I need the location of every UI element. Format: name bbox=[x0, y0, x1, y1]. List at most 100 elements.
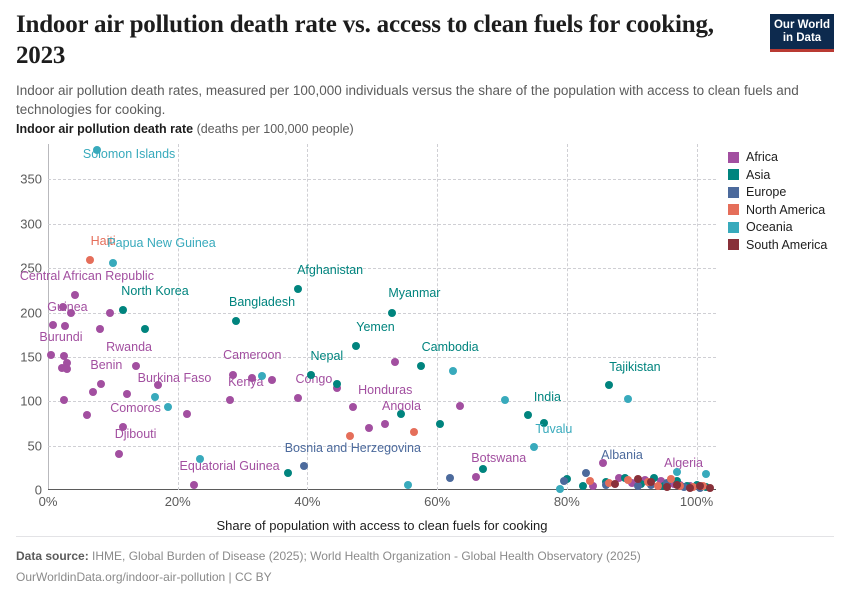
data-point[interactable] bbox=[530, 443, 539, 452]
data-point[interactable] bbox=[604, 478, 613, 487]
data-point[interactable] bbox=[95, 324, 104, 333]
data-point[interactable] bbox=[105, 308, 114, 317]
data-point[interactable] bbox=[663, 483, 672, 492]
data-point[interactable] bbox=[705, 484, 714, 493]
data-point[interactable] bbox=[588, 481, 597, 490]
data-point[interactable] bbox=[332, 383, 341, 392]
data-point[interactable] bbox=[118, 305, 127, 314]
data-point[interactable] bbox=[62, 359, 71, 368]
data-point[interactable] bbox=[141, 325, 150, 334]
data-point[interactable] bbox=[332, 379, 341, 388]
scatter-plot-canvas[interactable]: 0 50 100 150 200 250 300 350 0% 20% 40% 60% 80% 100% C… bbox=[20, 144, 716, 509]
data-point[interactable] bbox=[71, 290, 80, 299]
data-point[interactable] bbox=[653, 481, 662, 490]
data-point[interactable] bbox=[293, 284, 302, 293]
data-point[interactable] bbox=[348, 403, 357, 412]
data-point[interactable] bbox=[189, 480, 198, 489]
data-point[interactable] bbox=[579, 482, 588, 491]
data-point[interactable] bbox=[345, 431, 354, 440]
data-point[interactable] bbox=[585, 477, 594, 486]
legend-item[interactable]: Oceania bbox=[728, 220, 827, 234]
data-point[interactable] bbox=[624, 394, 633, 403]
data-point[interactable] bbox=[582, 469, 591, 478]
data-point[interactable] bbox=[656, 477, 665, 486]
data-point[interactable] bbox=[381, 420, 390, 429]
data-point[interactable] bbox=[673, 480, 682, 489]
data-point[interactable] bbox=[611, 479, 620, 488]
legend-item[interactable]: Africa bbox=[728, 150, 827, 164]
data-point[interactable] bbox=[97, 379, 106, 388]
data-point[interactable] bbox=[66, 308, 75, 317]
data-point[interactable] bbox=[673, 468, 682, 477]
data-point[interactable] bbox=[131, 361, 140, 370]
data-point[interactable] bbox=[46, 351, 55, 360]
data-point[interactable] bbox=[598, 459, 607, 468]
legend-item[interactable]: Asia bbox=[728, 168, 827, 182]
data-point[interactable] bbox=[267, 375, 276, 384]
data-point[interactable] bbox=[663, 478, 672, 487]
data-point[interactable] bbox=[540, 419, 549, 428]
data-point[interactable] bbox=[390, 358, 399, 367]
data-point[interactable] bbox=[403, 480, 412, 489]
data-point[interactable] bbox=[449, 367, 458, 376]
data-point[interactable] bbox=[225, 396, 234, 405]
data-point[interactable] bbox=[258, 371, 267, 380]
data-point[interactable] bbox=[60, 321, 69, 330]
data-point[interactable] bbox=[634, 482, 643, 491]
data-point[interactable] bbox=[163, 402, 172, 411]
data-point[interactable] bbox=[300, 462, 309, 471]
data-point[interactable] bbox=[248, 374, 257, 383]
data-point[interactable] bbox=[59, 352, 68, 361]
data-point[interactable] bbox=[614, 474, 623, 483]
data-point[interactable] bbox=[647, 478, 656, 486]
data-point[interactable] bbox=[627, 478, 636, 487]
data-point[interactable] bbox=[57, 363, 66, 372]
data-point[interactable] bbox=[48, 320, 57, 329]
footer-license[interactable]: OurWorldinData.org/indoor-air-pollution … bbox=[16, 570, 272, 584]
data-point[interactable] bbox=[695, 481, 704, 490]
legend-item[interactable]: North America bbox=[728, 203, 827, 217]
data-point[interactable] bbox=[154, 381, 163, 390]
legend-item[interactable]: South America bbox=[728, 238, 827, 252]
data-point[interactable] bbox=[92, 146, 101, 155]
data-point[interactable] bbox=[283, 469, 292, 478]
data-point[interactable] bbox=[650, 473, 659, 482]
data-point[interactable] bbox=[196, 454, 205, 463]
legend-item[interactable]: Europe bbox=[728, 185, 827, 199]
data-point[interactable] bbox=[115, 449, 124, 458]
data-point[interactable] bbox=[63, 365, 72, 374]
data-point[interactable] bbox=[352, 342, 361, 351]
data-point[interactable] bbox=[410, 428, 419, 437]
data-point[interactable] bbox=[228, 370, 237, 379]
data-point[interactable] bbox=[472, 472, 481, 481]
data-point[interactable] bbox=[702, 470, 711, 479]
data-point[interactable] bbox=[60, 395, 69, 404]
data-point[interactable] bbox=[183, 409, 192, 418]
data-point[interactable] bbox=[523, 411, 532, 420]
data-point[interactable] bbox=[123, 390, 132, 399]
data-point[interactable] bbox=[365, 423, 374, 432]
data-point[interactable] bbox=[478, 464, 487, 473]
data-point[interactable] bbox=[446, 473, 455, 482]
owid-logo[interactable]: Our World in Data bbox=[770, 14, 834, 52]
data-point[interactable] bbox=[604, 381, 613, 390]
data-point[interactable] bbox=[387, 308, 396, 317]
data-point[interactable] bbox=[556, 485, 565, 494]
data-point[interactable] bbox=[86, 256, 95, 265]
data-point[interactable] bbox=[455, 401, 464, 410]
data-point[interactable] bbox=[634, 475, 643, 484]
data-point[interactable] bbox=[108, 258, 117, 267]
data-point[interactable] bbox=[559, 477, 568, 486]
data-point[interactable] bbox=[416, 361, 425, 370]
data-point[interactable] bbox=[293, 393, 302, 402]
data-point[interactable] bbox=[89, 388, 98, 397]
data-point[interactable] bbox=[686, 484, 695, 493]
data-point[interactable] bbox=[118, 423, 127, 431]
data-point[interactable] bbox=[501, 395, 510, 404]
data-point[interactable] bbox=[306, 370, 315, 379]
data-point[interactable] bbox=[436, 420, 445, 429]
data-point[interactable] bbox=[666, 475, 675, 484]
data-point[interactable] bbox=[232, 317, 241, 326]
data-point[interactable] bbox=[151, 392, 159, 401]
data-point[interactable] bbox=[397, 409, 406, 418]
